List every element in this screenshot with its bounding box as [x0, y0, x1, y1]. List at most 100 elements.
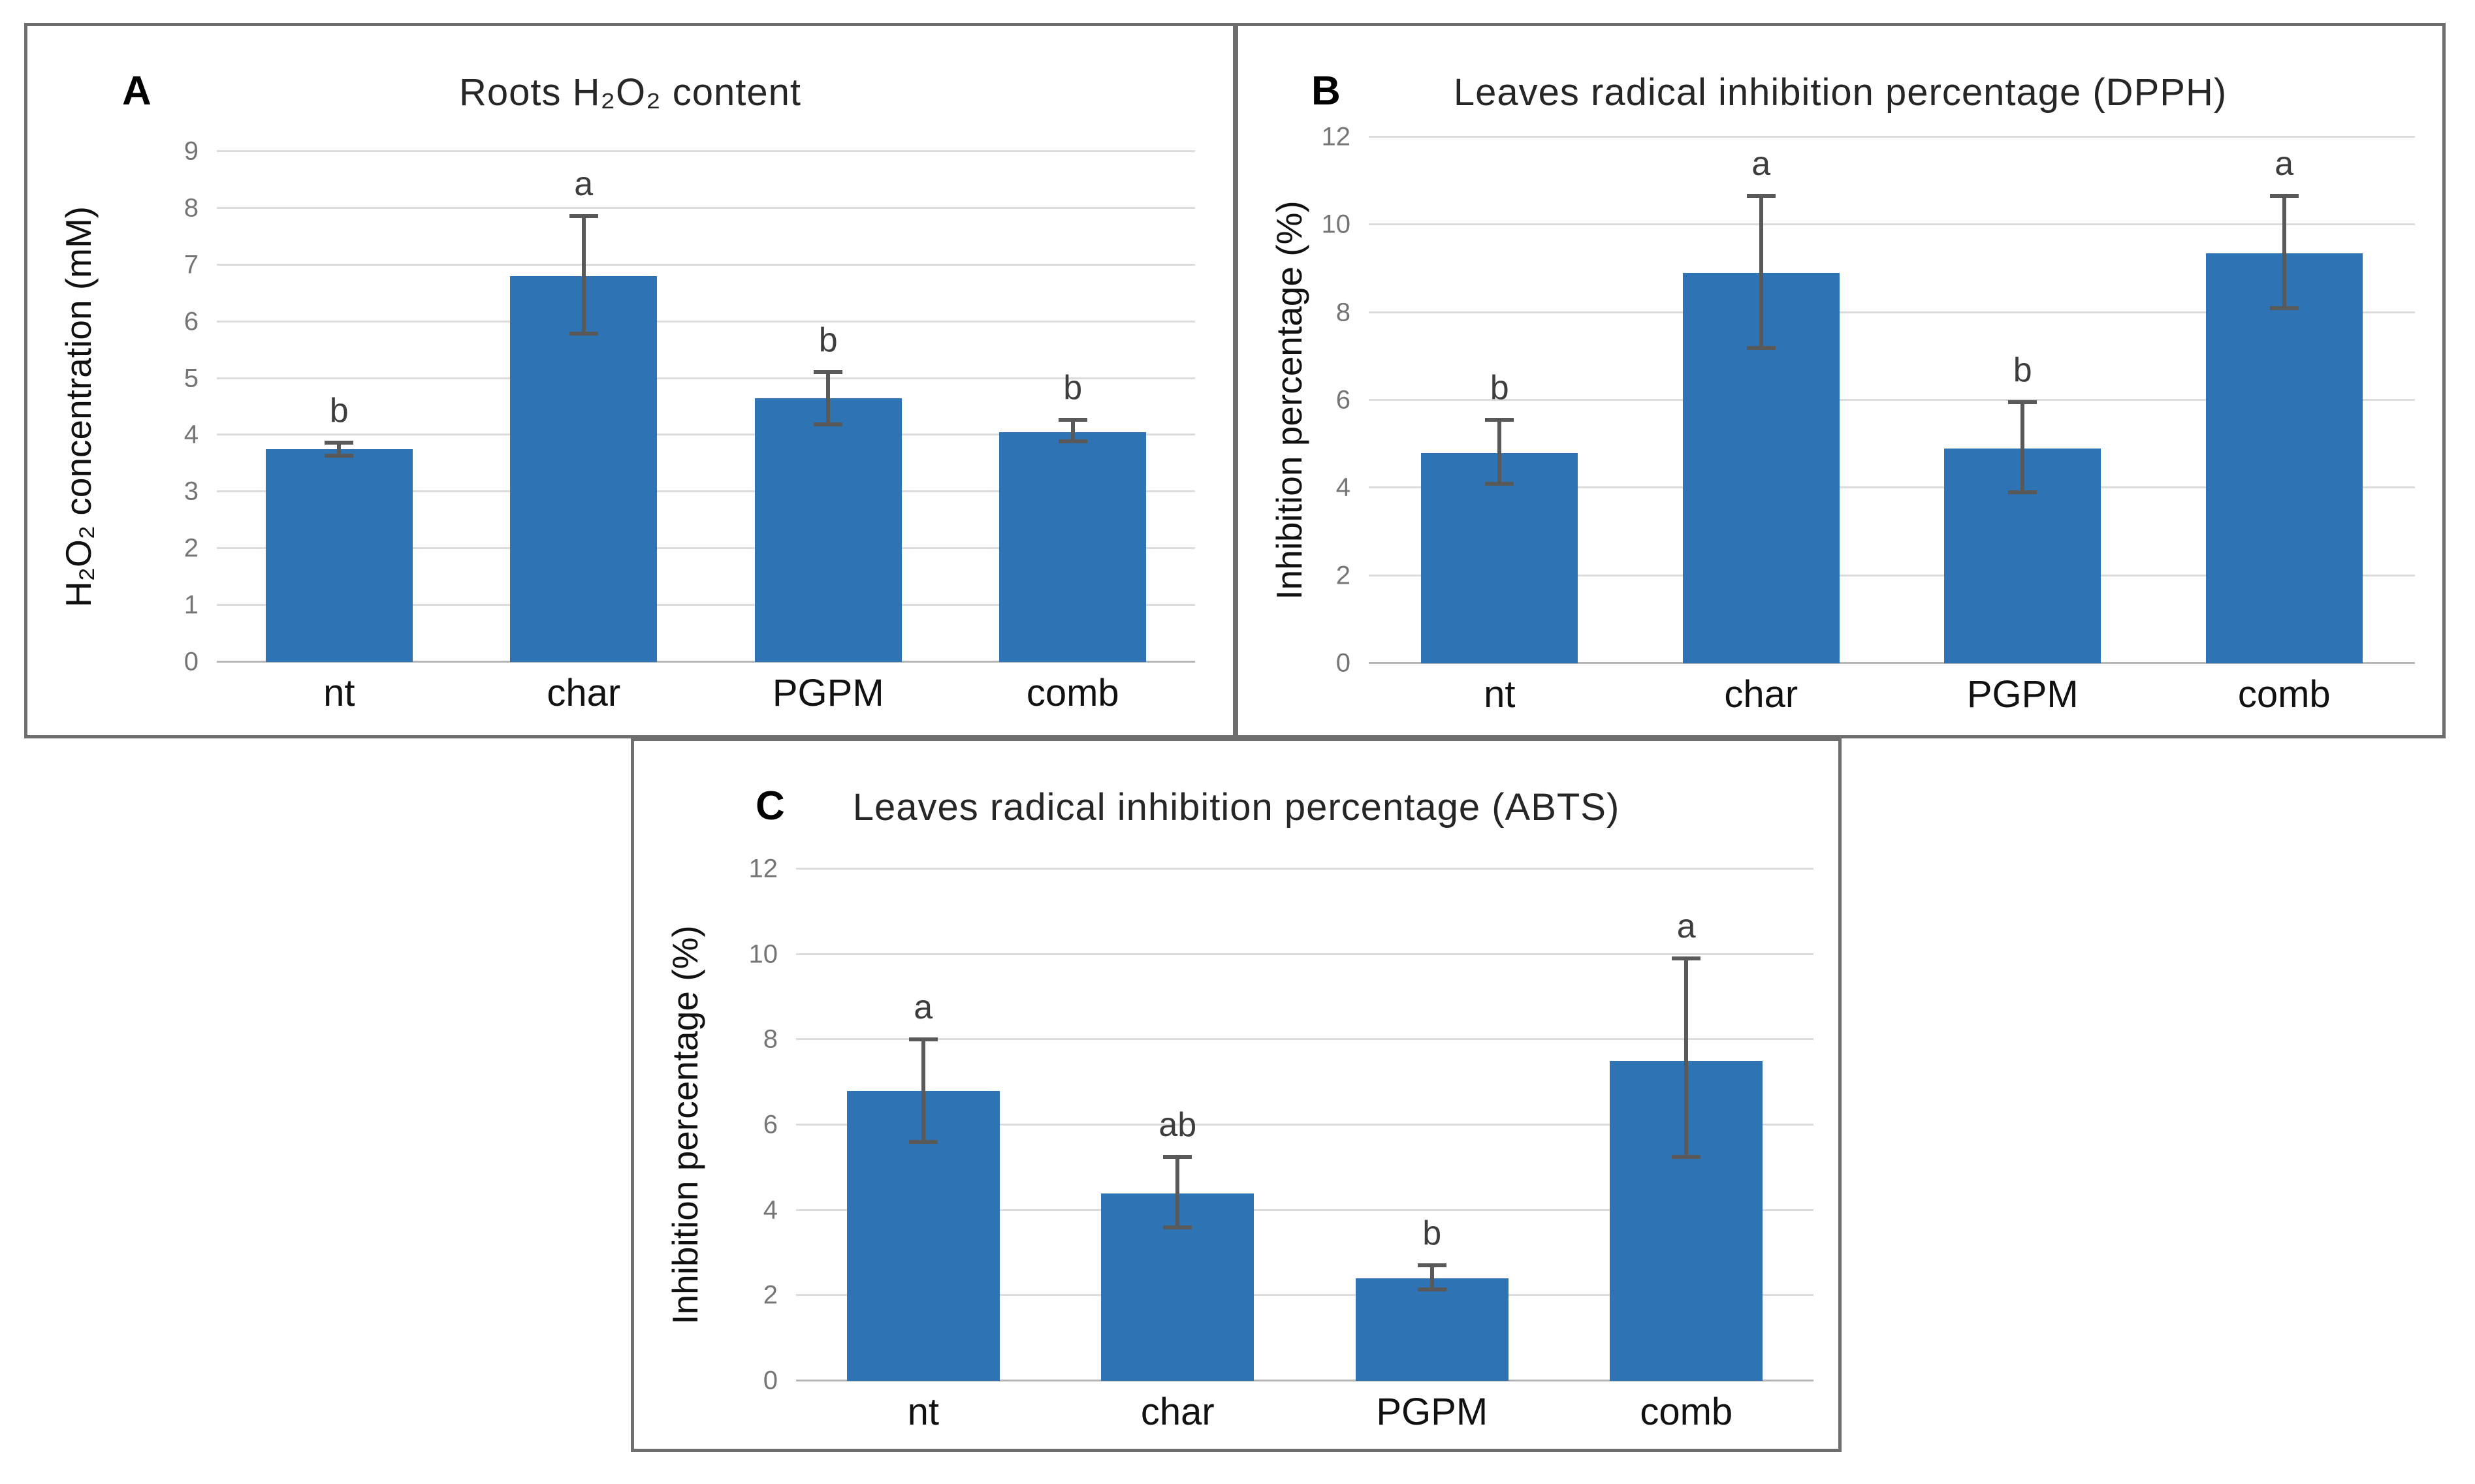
gridline [217, 320, 1195, 323]
panel-letter-a: A [122, 69, 152, 114]
x-category-label-comb: comb [2237, 673, 2331, 716]
y-axis-ticks-b: 0 2 4 6 8 10 12 [1238, 123, 1351, 678]
error-bar-line [826, 370, 831, 427]
gridline [217, 490, 1195, 493]
error-bar-line [1175, 1154, 1180, 1230]
plot-area-c: a ab b a [796, 868, 1813, 1381]
significance-letter-nt: a [914, 988, 933, 1027]
significance-letter-PGPM: b [818, 321, 838, 359]
error-bar-line [2282, 194, 2286, 311]
y-tick-label: 3 [184, 477, 199, 506]
error-bar-nt [325, 441, 354, 458]
y-tick-label: 0 [1335, 648, 1350, 678]
error-bar-cap-top [814, 370, 843, 374]
gridline [1369, 311, 2415, 313]
gridline [217, 434, 1195, 436]
x-category-label-comb: comb [1026, 672, 1119, 714]
error-bar-cap-top [325, 441, 354, 445]
panel-a-roots-h2o2-chart: A Roots H₂O₂ content H₂O₂ concentration … [24, 23, 1236, 738]
bar-nt [265, 449, 413, 662]
error-bar-nt [1485, 417, 1514, 486]
y-tick-label: 10 [748, 939, 778, 969]
x-axis-baseline [796, 1380, 1813, 1381]
gridline [217, 150, 1195, 152]
x-category-label-comb: comb [1640, 1391, 1733, 1433]
y-tick-label: 8 [184, 193, 199, 223]
error-bar-cap-bottom [1417, 1287, 1446, 1291]
y-axis-ticks-a: 0 1 2 3 4 5 6 7 8 9 [27, 137, 199, 676]
significance-letter-char: a [1751, 145, 1771, 183]
gridline [796, 1038, 1813, 1041]
gridline [796, 868, 1813, 870]
y-tick-label: 10 [1321, 210, 1351, 239]
error-bar-cap-bottom [1058, 439, 1087, 444]
significance-letter-PGPM: b [1422, 1214, 1442, 1253]
x-category-label-nt: nt [323, 672, 355, 714]
significance-letter-comb: b [1063, 369, 1083, 407]
y-tick-label: 12 [748, 854, 778, 883]
error-bar-line [1684, 956, 1689, 1160]
error-bar-cap-top [2008, 400, 2037, 405]
error-bar-comb [1058, 418, 1087, 444]
error-bar-cap-bottom [2008, 490, 2037, 495]
plot-area-b: b a b a [1369, 136, 2415, 664]
error-bar-line [1429, 1263, 1434, 1291]
x-category-label-char: char [1724, 673, 1798, 716]
x-category-label-PGPM: PGPM [772, 672, 884, 714]
chart-title-c: Leaves radical inhibition percentage (AB… [852, 786, 1620, 829]
x-category-label-char: char [1140, 1391, 1215, 1433]
y-tick-label: 0 [184, 647, 199, 676]
bar-PGPM [1355, 1278, 1509, 1381]
error-bar-cap-top [1163, 1154, 1192, 1159]
gridline [1369, 486, 2415, 489]
y-tick-label: 8 [763, 1024, 778, 1054]
gridline [217, 547, 1195, 550]
chart-title-a: Roots H₂O₂ content [458, 71, 802, 114]
error-bar-cap-bottom [2269, 306, 2299, 311]
x-category-label-PGPM: PGPM [1966, 673, 2079, 716]
significance-letter-comb: a [2275, 145, 2294, 183]
gridline [217, 263, 1195, 266]
gridline [1369, 399, 2415, 401]
error-bar-cap-top [569, 213, 598, 218]
error-bar-cap-bottom [1163, 1225, 1192, 1230]
error-bar-PGPM [1417, 1263, 1446, 1291]
gridline [217, 206, 1195, 209]
bar-nt [1421, 452, 1578, 663]
gridline [796, 1124, 1813, 1126]
y-tick-label: 4 [184, 420, 199, 449]
gridline [1369, 136, 2415, 138]
error-bar-cap-bottom [1485, 481, 1514, 486]
error-bar-cap-bottom [569, 332, 598, 336]
significance-letter-comb: a [1676, 907, 1696, 945]
panel-letter-b: B [1311, 69, 1341, 114]
significance-letter-nt: b [1490, 368, 1509, 407]
significance-letter-char: ab [1158, 1105, 1197, 1144]
gridline [1369, 223, 2415, 226]
error-bar-cap-bottom [908, 1140, 938, 1145]
gridline [796, 953, 1813, 955]
error-bar-char [1746, 194, 1776, 350]
gridline [217, 377, 1195, 379]
panel-c-abts-chart: C Leaves radical inhibition percentage (… [631, 738, 1842, 1452]
y-tick-label: 0 [763, 1366, 778, 1395]
y-tick-label: 5 [184, 364, 199, 393]
x-axis-baseline [217, 661, 1195, 663]
error-bar-PGPM [2008, 400, 2037, 495]
error-bar-line [1497, 417, 1502, 486]
error-bar-cap-top [1058, 418, 1087, 422]
bar-PGPM [754, 398, 902, 662]
y-tick-label: 2 [1335, 561, 1350, 590]
error-bar-line [581, 213, 586, 336]
x-axis-baseline [1369, 662, 2415, 664]
error-bar-nt [908, 1037, 938, 1145]
x-category-label-PGPM: PGPM [1376, 1391, 1488, 1433]
error-bar-cap-top [1485, 417, 1514, 422]
x-category-label-nt: nt [907, 1391, 939, 1433]
error-bar-line [1759, 194, 1763, 350]
error-bar-cap-top [1746, 194, 1776, 198]
error-bar-line [337, 441, 342, 458]
error-bar-line [2020, 400, 2025, 495]
significance-letter-PGPM: b [2013, 351, 2032, 389]
x-axis-labels-a: nt char PGPM comb [217, 662, 1195, 735]
